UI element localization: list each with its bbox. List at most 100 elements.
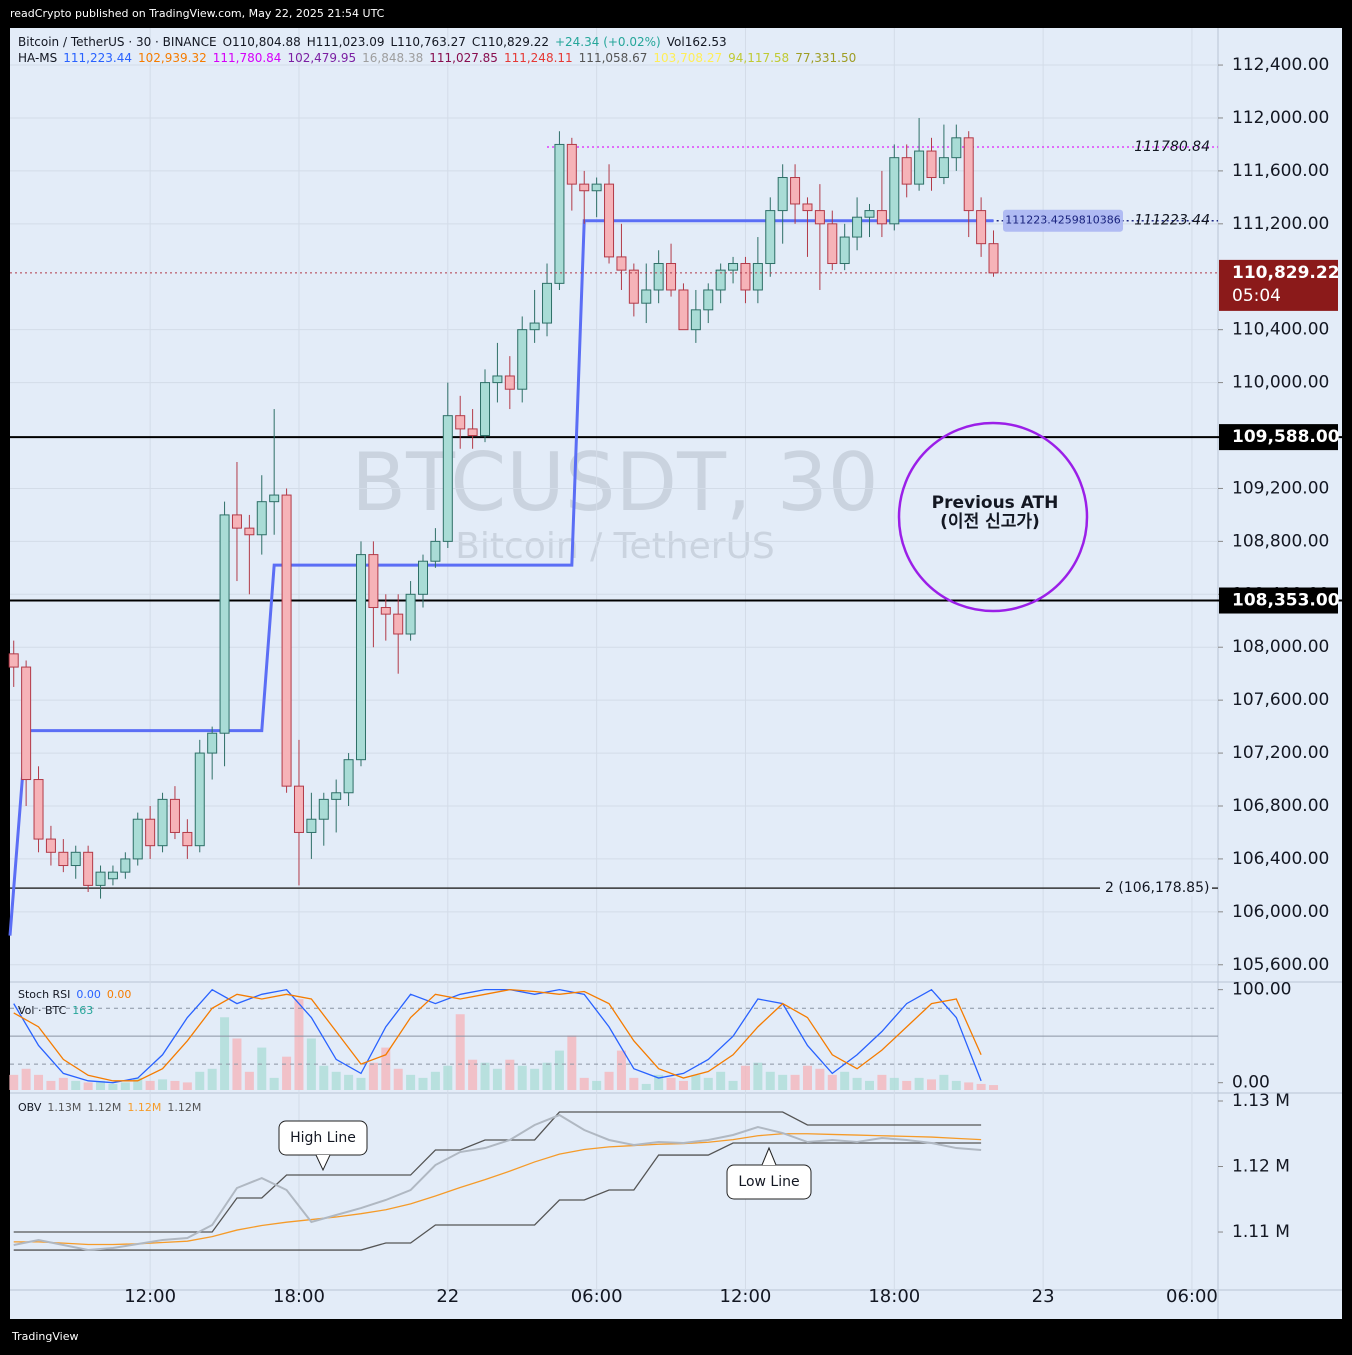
ohlc-value: H111,023.09 — [307, 35, 385, 49]
stoch-k-value: 0.00 — [76, 988, 101, 1001]
level-tag-text: 111223.4259810386 — [1005, 214, 1120, 227]
symbol: Bitcoin / TetherUS · 30 · BINANCE — [18, 35, 217, 49]
x-tick-label: 06:00 — [571, 1286, 623, 1307]
volume-bar — [716, 1071, 726, 1090]
volume-bar — [827, 1074, 837, 1090]
candle-body — [281, 494, 292, 787]
candle-body — [914, 150, 925, 185]
candle-body — [641, 289, 652, 304]
candle-body — [715, 269, 726, 291]
candle-body — [45, 838, 56, 853]
y-tick-label: 106,800.00 — [1232, 796, 1329, 816]
volume-bar — [282, 1056, 292, 1090]
volume-bar — [579, 1077, 589, 1090]
volume-bar — [145, 1080, 155, 1090]
volume-bar — [406, 1074, 416, 1090]
volume-bar — [269, 1077, 279, 1090]
candle-body — [256, 501, 267, 536]
volume-bar — [468, 1059, 478, 1090]
volume-bar — [939, 1074, 949, 1090]
volume-bar — [34, 1074, 44, 1090]
candle-body — [666, 263, 677, 291]
chart-background — [10, 28, 1342, 1319]
candle-body — [604, 183, 615, 258]
watermark-name: Bitcoin / TetherUS — [455, 526, 775, 567]
x-tick-label: 06:00 — [1166, 1286, 1218, 1307]
series-line — [13, 1142, 982, 1251]
volume-bar — [381, 1047, 391, 1090]
volume-bar — [604, 1071, 614, 1090]
candle-body — [8, 653, 19, 668]
volume-bar — [778, 1074, 788, 1090]
volume-bar — [368, 1062, 378, 1090]
candle-body — [542, 282, 553, 324]
candle-body — [405, 593, 416, 635]
ohlc-value: O110,804.88 — [223, 35, 301, 49]
y-tick-label: 100.00 — [1232, 980, 1291, 1000]
annotation-circle — [897, 421, 1089, 613]
y-tick-label: 109,200.00 — [1232, 478, 1329, 498]
volume-bar — [927, 1079, 937, 1090]
candle-body — [306, 818, 317, 833]
level-label: 2 (106,178.85) — [1105, 880, 1209, 896]
volume-bar — [306, 1038, 316, 1090]
callout-pointer — [761, 1146, 777, 1166]
x-tick-label: 22 — [436, 1286, 459, 1307]
candle-body — [529, 322, 540, 331]
candle-body — [70, 851, 81, 867]
candle-body — [455, 415, 466, 430]
volume-bar — [666, 1077, 676, 1090]
volume-bar — [877, 1074, 887, 1090]
volume-bar — [182, 1082, 192, 1090]
volume-bar — [530, 1068, 540, 1090]
volume-bar — [641, 1083, 651, 1090]
y-tick-label: 1.11 M — [1232, 1222, 1290, 1242]
candle-body — [566, 143, 577, 185]
candle-body — [678, 289, 689, 331]
y-tick-label: 110,400.00 — [1232, 320, 1329, 340]
volume-bar — [294, 999, 304, 1090]
candle-body — [107, 871, 118, 880]
ohlc-value: C110,829.22 — [472, 35, 549, 49]
level-box — [1219, 587, 1338, 614]
candle-body — [653, 263, 664, 291]
candle-body — [207, 732, 218, 754]
candle-body — [864, 210, 875, 218]
y-tick-label: 111,600.00 — [1232, 161, 1329, 181]
y-tick-label: 108,000.00 — [1232, 637, 1329, 657]
candle-body — [33, 779, 44, 840]
volume-bar — [989, 1085, 999, 1090]
volume-bar — [344, 1074, 354, 1090]
callout-text: High Line — [290, 1130, 356, 1146]
candle-body — [393, 613, 404, 635]
series-line — [13, 988, 982, 1082]
volume-bar — [393, 1068, 403, 1090]
candle-body — [703, 289, 714, 311]
y-tick-label: 108,800.00 — [1232, 531, 1329, 551]
candle-body — [380, 607, 391, 615]
candle-body — [219, 514, 230, 734]
ohlc-value: +24.34 (+0.02%) — [555, 35, 661, 49]
volume-bar — [914, 1077, 924, 1090]
level-label: 111223.44 — [1134, 213, 1210, 229]
candle-body — [58, 851, 69, 867]
volume-bar — [319, 1065, 329, 1090]
candle-body — [467, 428, 478, 437]
candle-body — [740, 263, 751, 291]
volume-bar — [9, 1074, 19, 1090]
indicator-value: 111,780.84 — [213, 51, 282, 65]
x-tick-label: 18:00 — [273, 1286, 325, 1307]
candle-body — [690, 309, 701, 331]
callout-pointer — [315, 1154, 331, 1172]
footer-brand: TradingView — [11, 1330, 78, 1343]
candle-body — [132, 818, 143, 860]
y-tick-label: 105,600.00 — [1232, 955, 1329, 975]
y-tick-label: 107,200.00 — [1232, 743, 1329, 763]
candle-body — [21, 666, 32, 781]
indicator-value: 111,058.67 — [579, 51, 648, 65]
indicator-value: 94,117.58 — [728, 51, 789, 65]
candle-body — [579, 183, 590, 192]
stoch-title: Stoch RSI — [18, 988, 70, 1001]
watermark-symbol: BTCUSDT, 30 — [351, 436, 878, 529]
